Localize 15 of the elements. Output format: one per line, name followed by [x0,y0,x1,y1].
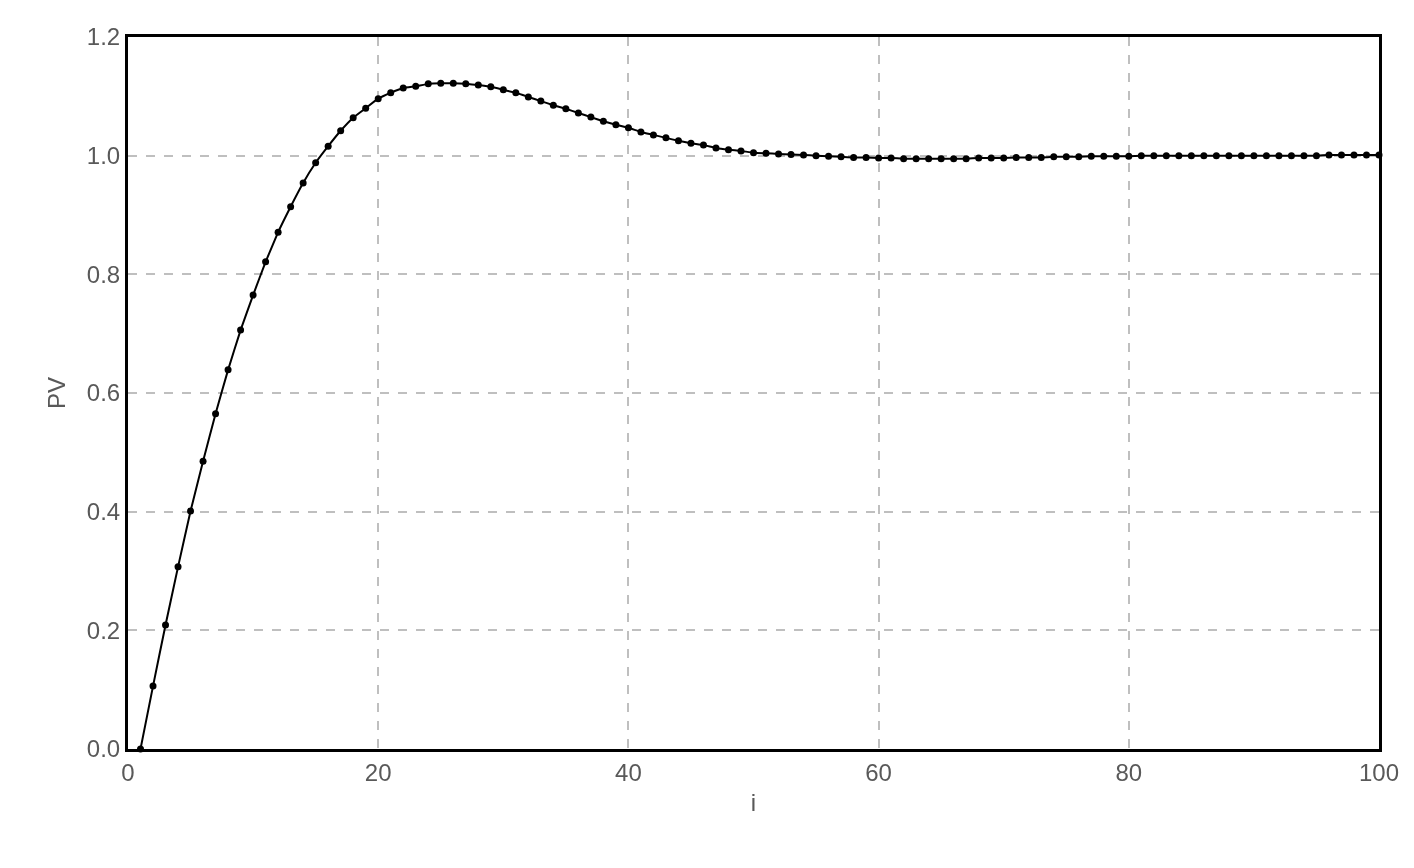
y-tick-label: 0.0 [86,735,121,763]
x-axis-title: i [750,789,757,817]
x-tick-label: 0 [121,758,135,786]
x-tick-label: 60 [865,758,892,786]
x-tick-label: 100 [1358,758,1400,786]
y-tick-label: 0.6 [86,379,121,407]
y-tick-label: 1.2 [86,23,121,51]
y-tick-label: 0.8 [86,260,121,288]
y-tick-label: 1.0 [86,142,121,170]
x-tick-label: 20 [364,758,392,786]
x-tick-label: 40 [615,758,642,786]
x-tick-label: 80 [1115,758,1143,786]
y-tick-label: 0.2 [86,616,121,644]
y-axis-title: PV [42,376,70,410]
y-tick-label: 0.4 [86,498,121,526]
